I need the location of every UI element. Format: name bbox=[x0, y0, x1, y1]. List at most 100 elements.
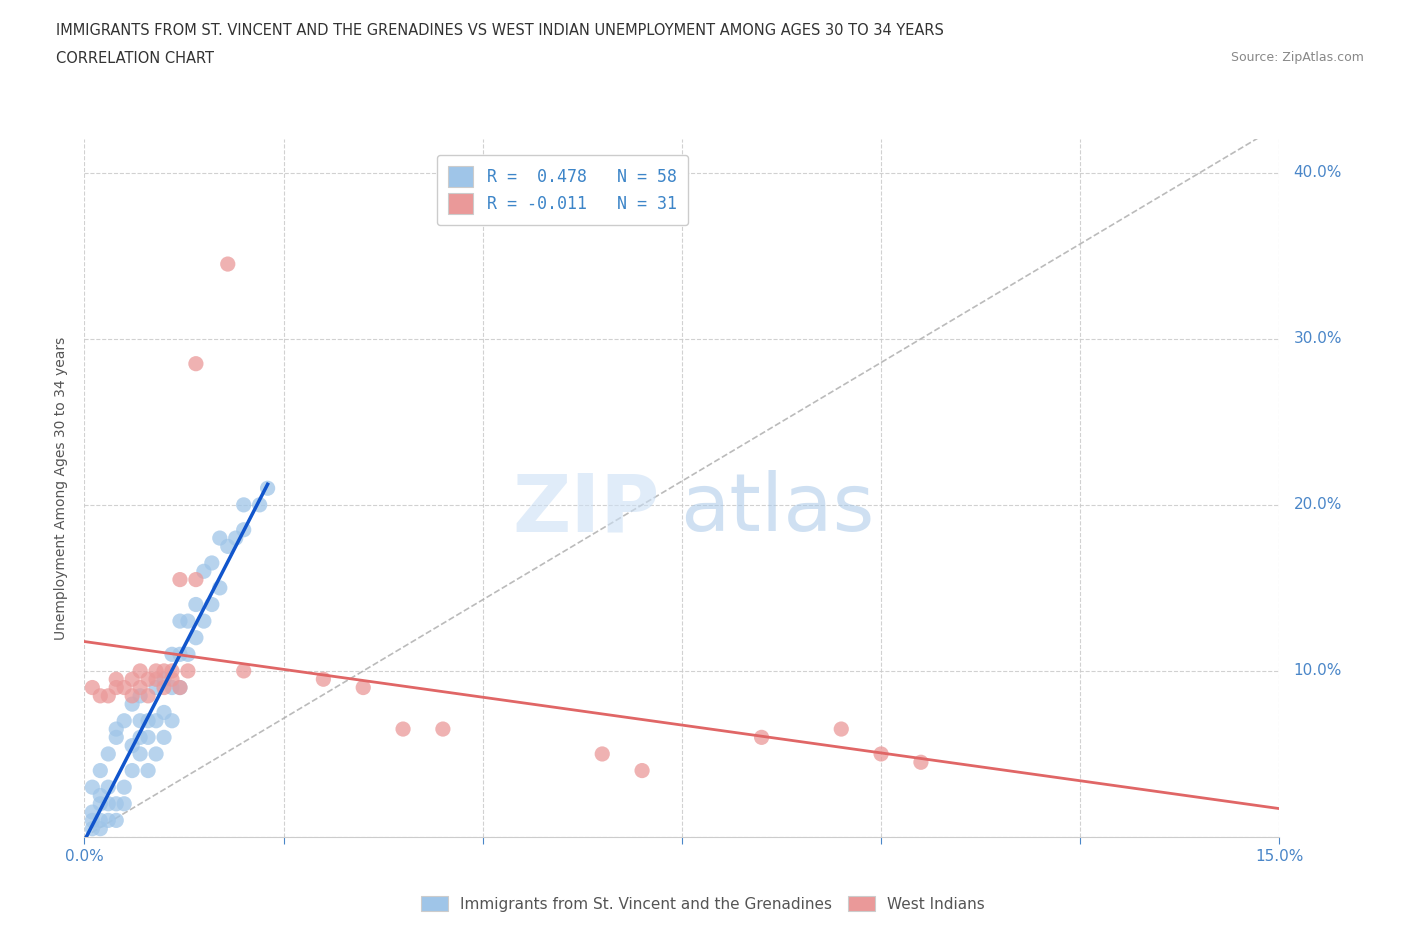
Point bbox=[121, 671, 143, 686]
Point bbox=[89, 764, 111, 778]
Text: 20.0%: 20.0% bbox=[1294, 498, 1341, 512]
Point bbox=[112, 796, 135, 811]
Point bbox=[184, 631, 207, 645]
Point bbox=[145, 663, 167, 678]
Point bbox=[105, 813, 128, 828]
Point bbox=[352, 680, 374, 695]
Point bbox=[169, 647, 191, 662]
Point bbox=[105, 722, 128, 737]
Point bbox=[225, 531, 247, 546]
Point bbox=[89, 688, 111, 703]
Legend: R =  0.478   N = 58, R = -0.011   N = 31: R = 0.478 N = 58, R = -0.011 N = 31 bbox=[437, 154, 688, 225]
Point bbox=[129, 663, 152, 678]
Point bbox=[232, 523, 254, 538]
Point bbox=[97, 796, 120, 811]
Point bbox=[217, 539, 239, 554]
Point bbox=[145, 713, 167, 728]
Point bbox=[112, 713, 135, 728]
Point bbox=[89, 796, 111, 811]
Point bbox=[591, 747, 613, 762]
Text: Source: ZipAtlas.com: Source: ZipAtlas.com bbox=[1230, 51, 1364, 64]
Point bbox=[97, 747, 120, 762]
Point bbox=[136, 688, 159, 703]
Point bbox=[129, 713, 152, 728]
Point bbox=[169, 680, 191, 695]
Text: CORRELATION CHART: CORRELATION CHART bbox=[56, 51, 214, 66]
Point bbox=[169, 614, 191, 629]
Point bbox=[97, 779, 120, 794]
Point bbox=[129, 688, 152, 703]
Point bbox=[97, 813, 120, 828]
Point bbox=[97, 688, 120, 703]
Point bbox=[136, 713, 159, 728]
Point bbox=[830, 722, 852, 737]
Point bbox=[153, 680, 176, 695]
Text: IMMIGRANTS FROM ST. VINCENT AND THE GRENADINES VS WEST INDIAN UNEMPLOYMENT AMONG: IMMIGRANTS FROM ST. VINCENT AND THE GREN… bbox=[56, 23, 943, 38]
Point bbox=[160, 663, 183, 678]
Point bbox=[201, 597, 224, 612]
Point bbox=[153, 663, 176, 678]
Point bbox=[89, 821, 111, 836]
Point bbox=[136, 764, 159, 778]
Point bbox=[432, 722, 454, 737]
Point bbox=[870, 747, 893, 762]
Point bbox=[82, 779, 104, 794]
Point bbox=[105, 730, 128, 745]
Point bbox=[121, 688, 143, 703]
Point bbox=[121, 764, 143, 778]
Point bbox=[153, 671, 176, 686]
Point bbox=[105, 671, 128, 686]
Text: atlas: atlas bbox=[681, 471, 875, 548]
Point bbox=[160, 647, 183, 662]
Point bbox=[82, 804, 104, 819]
Point bbox=[249, 498, 271, 512]
Point bbox=[129, 747, 152, 762]
Legend: Immigrants from St. Vincent and the Grenadines, West Indians: Immigrants from St. Vincent and the Gren… bbox=[415, 889, 991, 918]
Point bbox=[177, 647, 200, 662]
Point bbox=[184, 572, 207, 587]
Point bbox=[153, 705, 176, 720]
Point bbox=[169, 572, 191, 587]
Point bbox=[145, 747, 167, 762]
Point bbox=[105, 796, 128, 811]
Point bbox=[82, 821, 104, 836]
Point bbox=[169, 680, 191, 695]
Point bbox=[121, 697, 143, 711]
Point bbox=[177, 663, 200, 678]
Text: 40.0%: 40.0% bbox=[1294, 166, 1341, 180]
Point bbox=[121, 738, 143, 753]
Point bbox=[105, 680, 128, 695]
Point bbox=[184, 356, 207, 371]
Y-axis label: Unemployment Among Ages 30 to 34 years: Unemployment Among Ages 30 to 34 years bbox=[55, 337, 69, 640]
Point bbox=[82, 813, 104, 828]
Point bbox=[751, 730, 773, 745]
Point bbox=[153, 730, 176, 745]
Point bbox=[129, 730, 152, 745]
Point bbox=[136, 730, 159, 745]
Point bbox=[145, 680, 167, 695]
Point bbox=[160, 680, 183, 695]
Point bbox=[184, 597, 207, 612]
Point bbox=[193, 614, 215, 629]
Point bbox=[201, 555, 224, 570]
Point bbox=[193, 564, 215, 578]
Point bbox=[217, 257, 239, 272]
Point bbox=[392, 722, 415, 737]
Point bbox=[177, 614, 200, 629]
Text: 10.0%: 10.0% bbox=[1294, 663, 1341, 678]
Point bbox=[312, 671, 335, 686]
Text: ZIP: ZIP bbox=[513, 471, 659, 548]
Point bbox=[232, 663, 254, 678]
Point bbox=[129, 680, 152, 695]
Point bbox=[89, 813, 111, 828]
Point bbox=[160, 713, 183, 728]
Point bbox=[910, 755, 932, 770]
Point bbox=[208, 580, 231, 595]
Point bbox=[256, 481, 278, 496]
Point bbox=[89, 788, 111, 803]
Point bbox=[112, 680, 135, 695]
Point bbox=[232, 498, 254, 512]
Point bbox=[145, 671, 167, 686]
Point bbox=[631, 764, 654, 778]
Point bbox=[136, 671, 159, 686]
